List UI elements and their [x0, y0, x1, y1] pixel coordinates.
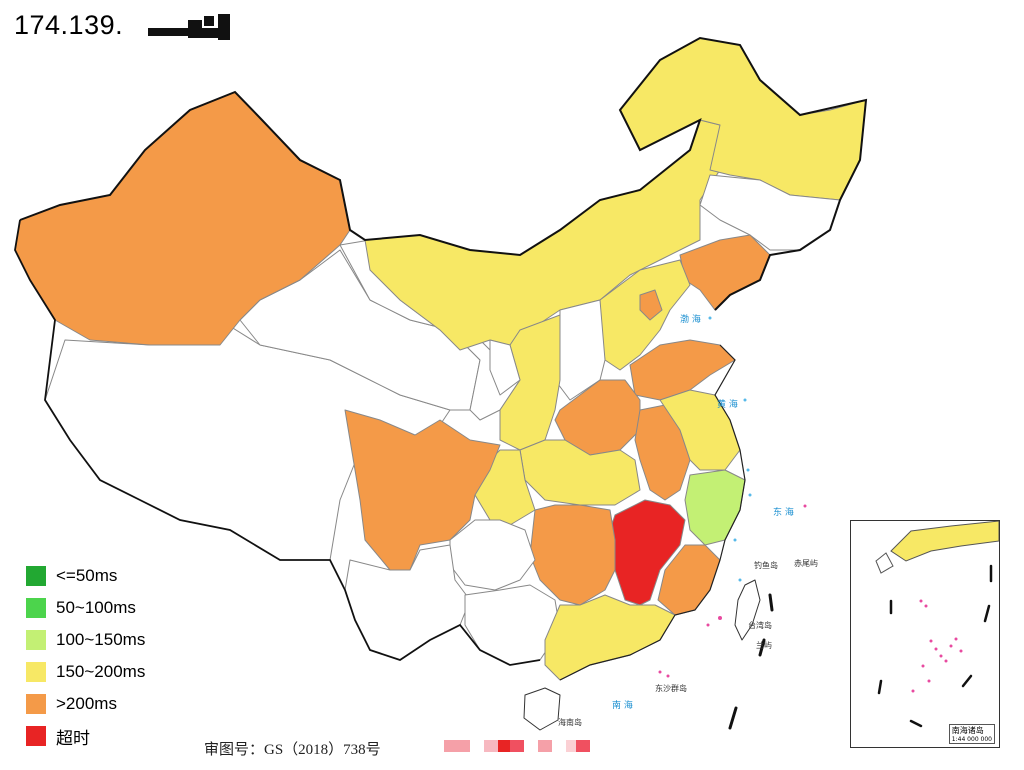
- legend-item-100to150: 100~150ms: [26, 624, 145, 656]
- approval-number: 审图号：GS（2018）738号: [204, 742, 381, 758]
- legend: <=50ms 50~100ms 100~150ms 150~200ms >200…: [26, 560, 145, 752]
- region-hunan: [529, 504, 616, 606]
- inset-title: 南海诸岛: [951, 726, 984, 735]
- legend-label: 100~150ms: [56, 630, 146, 649]
- region-shandong: [629, 339, 736, 401]
- region-beijing: [639, 289, 663, 321]
- region-sichuan: [344, 409, 501, 571]
- label-dongsha: 东沙群岛: [655, 684, 687, 693]
- legend-item-timeout: 超时: [26, 720, 145, 752]
- coastal-islets: [708, 316, 752, 582]
- sea-label-nanhai: 南 海: [612, 701, 633, 711]
- legend-label: 超时: [56, 728, 90, 748]
- sea-label-huanghai: 黄 海: [717, 400, 738, 410]
- inset-scale: 1:44 000 000: [951, 736, 992, 743]
- region-zhejiang: [684, 469, 746, 546]
- legend-item-150to200: 150~200ms: [26, 656, 145, 688]
- label-diaoyu: 钓鱼岛: [754, 561, 778, 570]
- region-jiangsu: [659, 389, 741, 471]
- label-taiwan: 台湾岛: [748, 621, 772, 630]
- south-china-sea-inset: 南海诸岛 1:44 000 000: [850, 520, 1000, 748]
- inset-map: [875, 521, 999, 728]
- region-guizhou: [449, 519, 536, 591]
- ip-address-title: 174.139.: [14, 10, 124, 40]
- islands: [658, 504, 807, 678]
- redaction-mark: [148, 14, 230, 40]
- region-henan: [554, 379, 641, 456]
- legend-label: 50~100ms: [56, 598, 136, 617]
- label-chiwei: 赤尾屿: [794, 559, 818, 568]
- coastline: [559, 344, 746, 681]
- legend-swatch: [26, 726, 46, 746]
- legend-swatch: [26, 598, 46, 618]
- pixel-noise: [444, 740, 590, 752]
- legend-label: <=50ms: [56, 566, 118, 585]
- legend-label: 150~200ms: [56, 662, 146, 681]
- sea-label-donghai: 东 海: [773, 508, 794, 518]
- nine-dash-line: [728, 593, 774, 730]
- legend-label: >200ms: [56, 694, 117, 713]
- legend-item-over200: >200ms: [26, 688, 145, 720]
- national-boundary: [19, 36, 868, 311]
- western-boundary: [14, 219, 541, 666]
- region-hubei: [519, 439, 641, 506]
- legend-item-50to100: 50~100ms: [26, 592, 145, 624]
- legend-item-under50: <=50ms: [26, 560, 145, 592]
- legend-swatch: [26, 694, 46, 714]
- sea-label-bohai: 渤 海: [680, 315, 701, 325]
- region-taiwan: [734, 579, 761, 641]
- inset-caption: 南海诸岛 1:44 000 000: [948, 724, 995, 744]
- legend-swatch: [26, 630, 46, 650]
- region-ningxia: [489, 339, 521, 396]
- region-guangdong: [544, 594, 676, 681]
- region-hainan: [523, 687, 561, 731]
- legend-swatch: [26, 662, 46, 682]
- label-lanyu: 兰屿: [756, 641, 772, 650]
- legend-swatch: [26, 566, 46, 586]
- label-hainan: 海南岛: [558, 718, 582, 727]
